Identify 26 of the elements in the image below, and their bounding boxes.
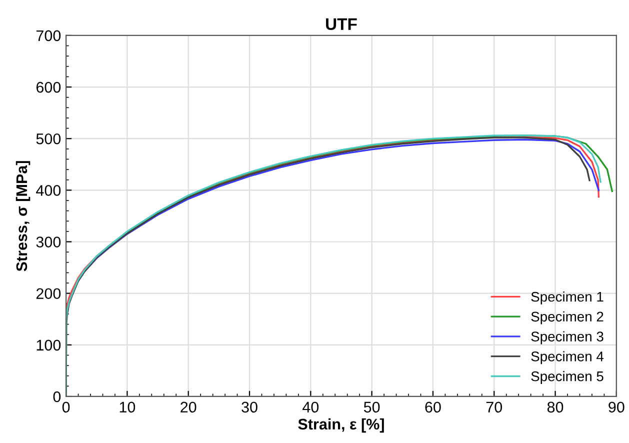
x-tick-label: 10 <box>120 402 136 413</box>
legend-label: Specimen 4 <box>531 351 604 364</box>
x-tick-label: 0 <box>62 402 70 413</box>
y-tick-label: 600 <box>36 82 61 93</box>
chart-title: UTF <box>326 18 357 30</box>
y-tick-label: 0 <box>53 391 61 402</box>
legend-label: Specimen 2 <box>531 311 604 324</box>
x-tick-label: 80 <box>547 402 564 413</box>
x-tick-label: 20 <box>180 402 196 413</box>
x-tick-label: 70 <box>486 402 502 413</box>
legend-label: Specimen 3 <box>531 331 604 344</box>
legend-label: Specimen 5 <box>531 371 604 384</box>
x-axis-title: Strain, ε [%] <box>298 418 384 433</box>
y-tick-label: 300 <box>36 236 61 248</box>
x-tick-label: 90 <box>608 402 624 413</box>
x-tick-label: 50 <box>364 402 380 413</box>
y-tick-label: 500 <box>36 133 61 144</box>
legend-label: Specimen 1 <box>531 291 604 304</box>
x-tick-label: 60 <box>425 402 441 413</box>
y-tick-label: 400 <box>36 185 61 196</box>
y-axis-title: Stress, σ [MPa] <box>16 161 30 272</box>
x-tick-label: 30 <box>242 402 258 413</box>
y-tick-label: 200 <box>36 288 61 300</box>
x-tick-label: 40 <box>302 402 319 413</box>
y-tick-label: 700 <box>36 30 61 42</box>
y-tick-label: 100 <box>36 340 61 351</box>
